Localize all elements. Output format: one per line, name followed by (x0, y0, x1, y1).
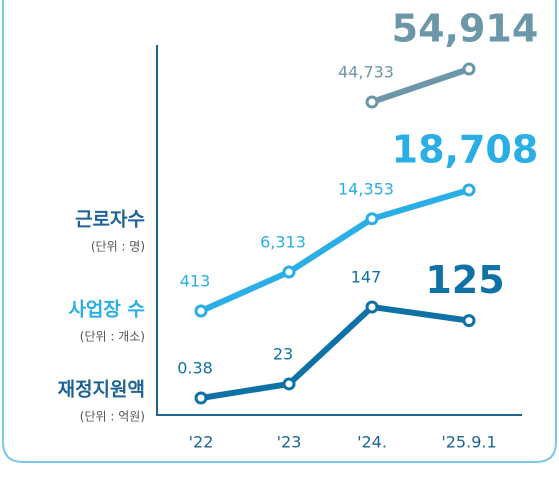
value-label: 54,914 (392, 7, 539, 51)
point (282, 377, 296, 391)
point (462, 314, 476, 328)
point (194, 391, 208, 405)
point (462, 183, 476, 197)
point (194, 304, 208, 318)
value-label: 0.38 (177, 359, 213, 378)
x-tick-label: '22 (189, 433, 214, 452)
point (462, 62, 476, 76)
value-label: 125 (425, 258, 504, 302)
value-label: 23 (273, 344, 293, 363)
point (365, 95, 379, 109)
series-line (369, 66, 472, 105)
x-tick-label: '24. (357, 433, 387, 452)
value-label: 413 (180, 272, 211, 291)
x-tick-label: '25.9.1 (441, 433, 496, 452)
legend-unit: (단위 : 명) (91, 240, 145, 254)
series-line (198, 303, 472, 401)
value-label: 44,733 (338, 63, 394, 82)
legend-name: 재정지원액 (58, 379, 145, 401)
value-label: 18,708 (392, 128, 539, 172)
series-line (198, 187, 472, 314)
value-label: 147 (351, 268, 382, 287)
legend-name: 사업장 수 (68, 299, 145, 321)
value-label: 6,313 (260, 232, 306, 251)
legend-name: 근로자수 (75, 209, 145, 231)
point (365, 212, 379, 226)
frame (2, 0, 557, 463)
point (282, 265, 296, 279)
axis (156, 45, 522, 416)
legend-unit: (단위 : 억원) (80, 410, 145, 424)
point (365, 300, 379, 314)
x-tick-label: '23 (277, 433, 302, 452)
value-label: 14,353 (338, 179, 394, 198)
legend-unit: (단위 : 개소) (80, 330, 145, 344)
